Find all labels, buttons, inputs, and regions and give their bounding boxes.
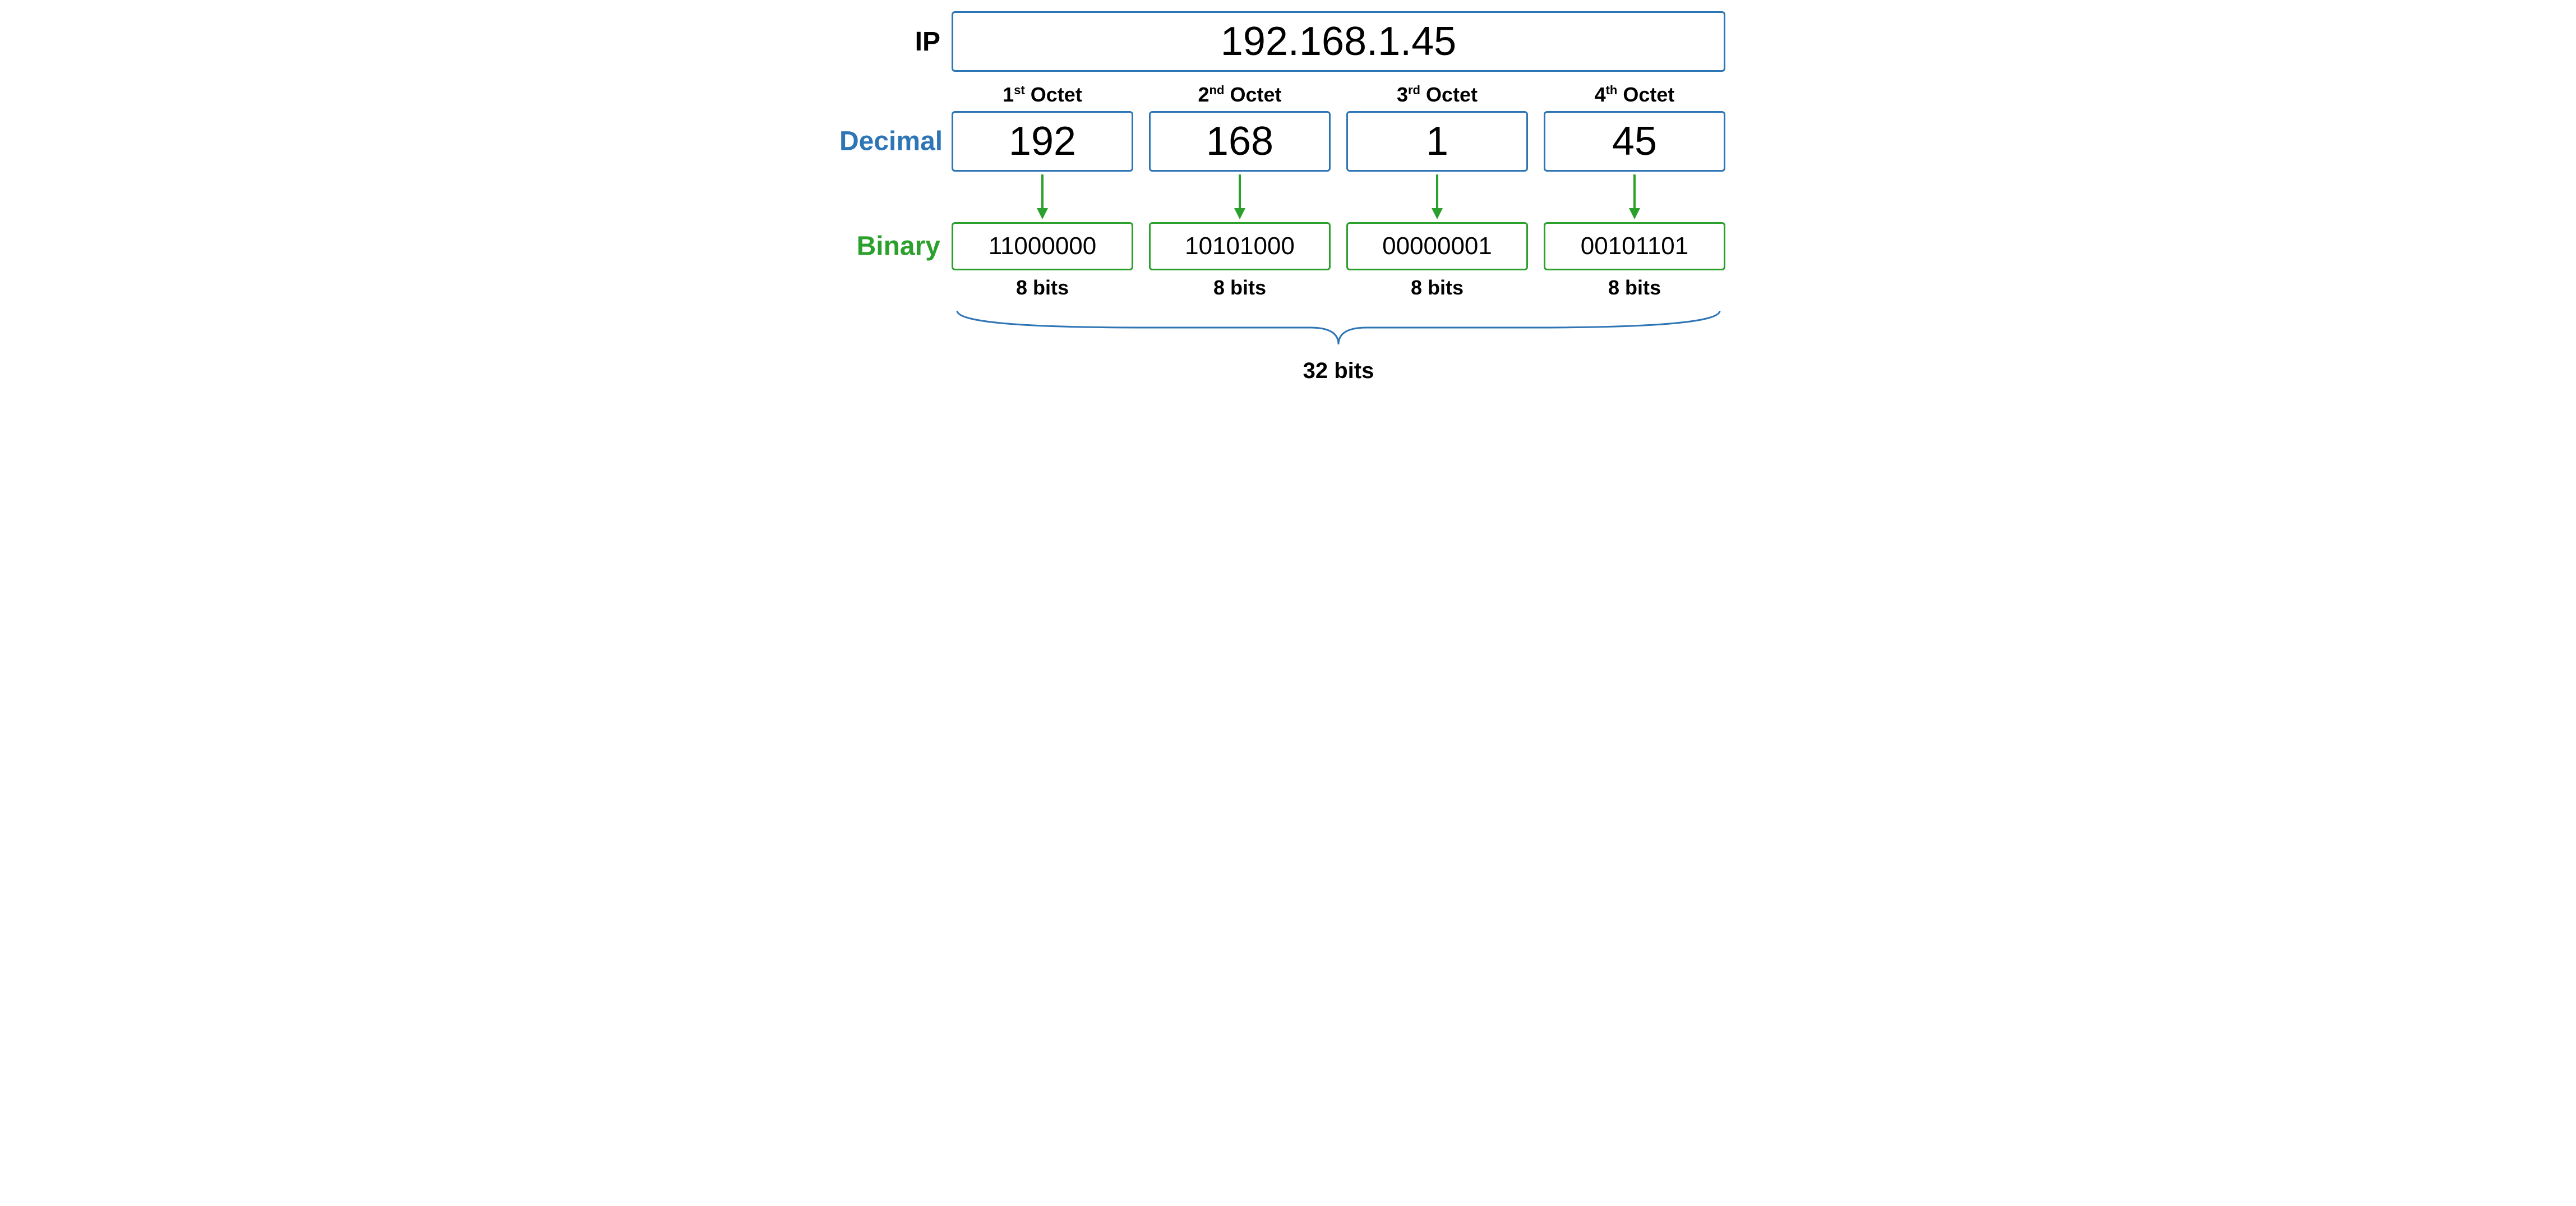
bits-label-1: 8 bits <box>952 276 1133 300</box>
octet-ordinal-4: 4 <box>1595 83 1606 106</box>
octet-suffix-3: rd <box>1408 83 1420 97</box>
bits-label-4: 8 bits <box>1544 276 1725 300</box>
decimal-boxes-row: 192 168 1 45 <box>952 111 1725 172</box>
octet-ordinal-3: 3 <box>1397 83 1408 106</box>
binary-box-3: 00000001 <box>1346 222 1528 270</box>
arrow-down-icon <box>1426 172 1448 222</box>
octet-suffix-4: th <box>1606 83 1618 97</box>
ip-label: IP <box>915 27 940 57</box>
decimal-box-3: 1 <box>1346 111 1528 172</box>
binary-label: Binary <box>857 232 940 261</box>
arrow-down-icon <box>1031 172 1054 222</box>
octet-word-2: Octet <box>1230 83 1281 106</box>
arrow-cell-2 <box>1149 172 1331 222</box>
binary-row-wrapper: Binary 11000000 10101000 00000001 001011… <box>839 222 1737 270</box>
octet-ordinal-2: 2 <box>1198 83 1209 106</box>
decimal-label: Decimal <box>839 127 943 156</box>
ip-address-box: 192.168.1.45 <box>952 11 1725 72</box>
decimal-box-4: 45 <box>1544 111 1725 172</box>
bits-label-2: 8 bits <box>1149 276 1331 300</box>
arrow-down-icon <box>1229 172 1251 222</box>
octet-suffix-1: st <box>1014 83 1025 97</box>
binary-box-2: 10101000 <box>1149 222 1331 270</box>
octet-header-1: 1st Octet <box>952 83 1133 107</box>
binary-box-1: 11000000 <box>952 222 1133 270</box>
octet-word-1: Octet <box>1031 83 1082 106</box>
decimal-box-2: 168 <box>1149 111 1331 172</box>
binary-boxes-row: 11000000 10101000 00000001 00101101 <box>952 222 1725 270</box>
ip-row: IP 192.168.1.45 <box>839 11 1737 72</box>
arrows-row <box>952 172 1725 222</box>
octet-suffix-2: nd <box>1209 83 1225 97</box>
decimal-label-col: Decimal <box>839 126 952 157</box>
arrow-down-icon <box>1623 172 1646 222</box>
octet-word-4: Octet <box>1623 83 1674 106</box>
decimal-box-1: 192 <box>952 111 1133 172</box>
decimal-row-wrapper: Decimal 192 168 1 45 <box>839 111 1737 172</box>
octet-header-3: 3rd Octet <box>1346 83 1528 107</box>
ip-label-col: IP <box>839 26 952 57</box>
bits-labels-row: 8 bits 8 bits 8 bits 8 bits <box>952 276 1725 300</box>
octet-headers-row: 1st Octet 2nd Octet 3rd Octet 4th Octet <box>952 83 1725 107</box>
bits-label-3: 8 bits <box>1346 276 1528 300</box>
curly-brace-icon <box>952 305 1725 350</box>
binary-label-col: Binary <box>839 231 952 262</box>
arrow-cell-3 <box>1346 172 1528 222</box>
octet-header-2: 2nd Octet <box>1149 83 1331 107</box>
octet-ordinal-1: 1 <box>1003 83 1014 106</box>
binary-box-4: 00101101 <box>1544 222 1725 270</box>
arrow-cell-4 <box>1544 172 1725 222</box>
octet-word-3: Octet <box>1426 83 1478 106</box>
octet-header-4: 4th Octet <box>1544 83 1725 107</box>
brace-container: 32 bits <box>952 305 1725 384</box>
total-bits-label: 32 bits <box>952 358 1725 384</box>
arrow-cell-1 <box>952 172 1133 222</box>
ip-address-diagram: IP 192.168.1.45 1st Octet 2nd Octet 3rd … <box>839 11 1737 384</box>
